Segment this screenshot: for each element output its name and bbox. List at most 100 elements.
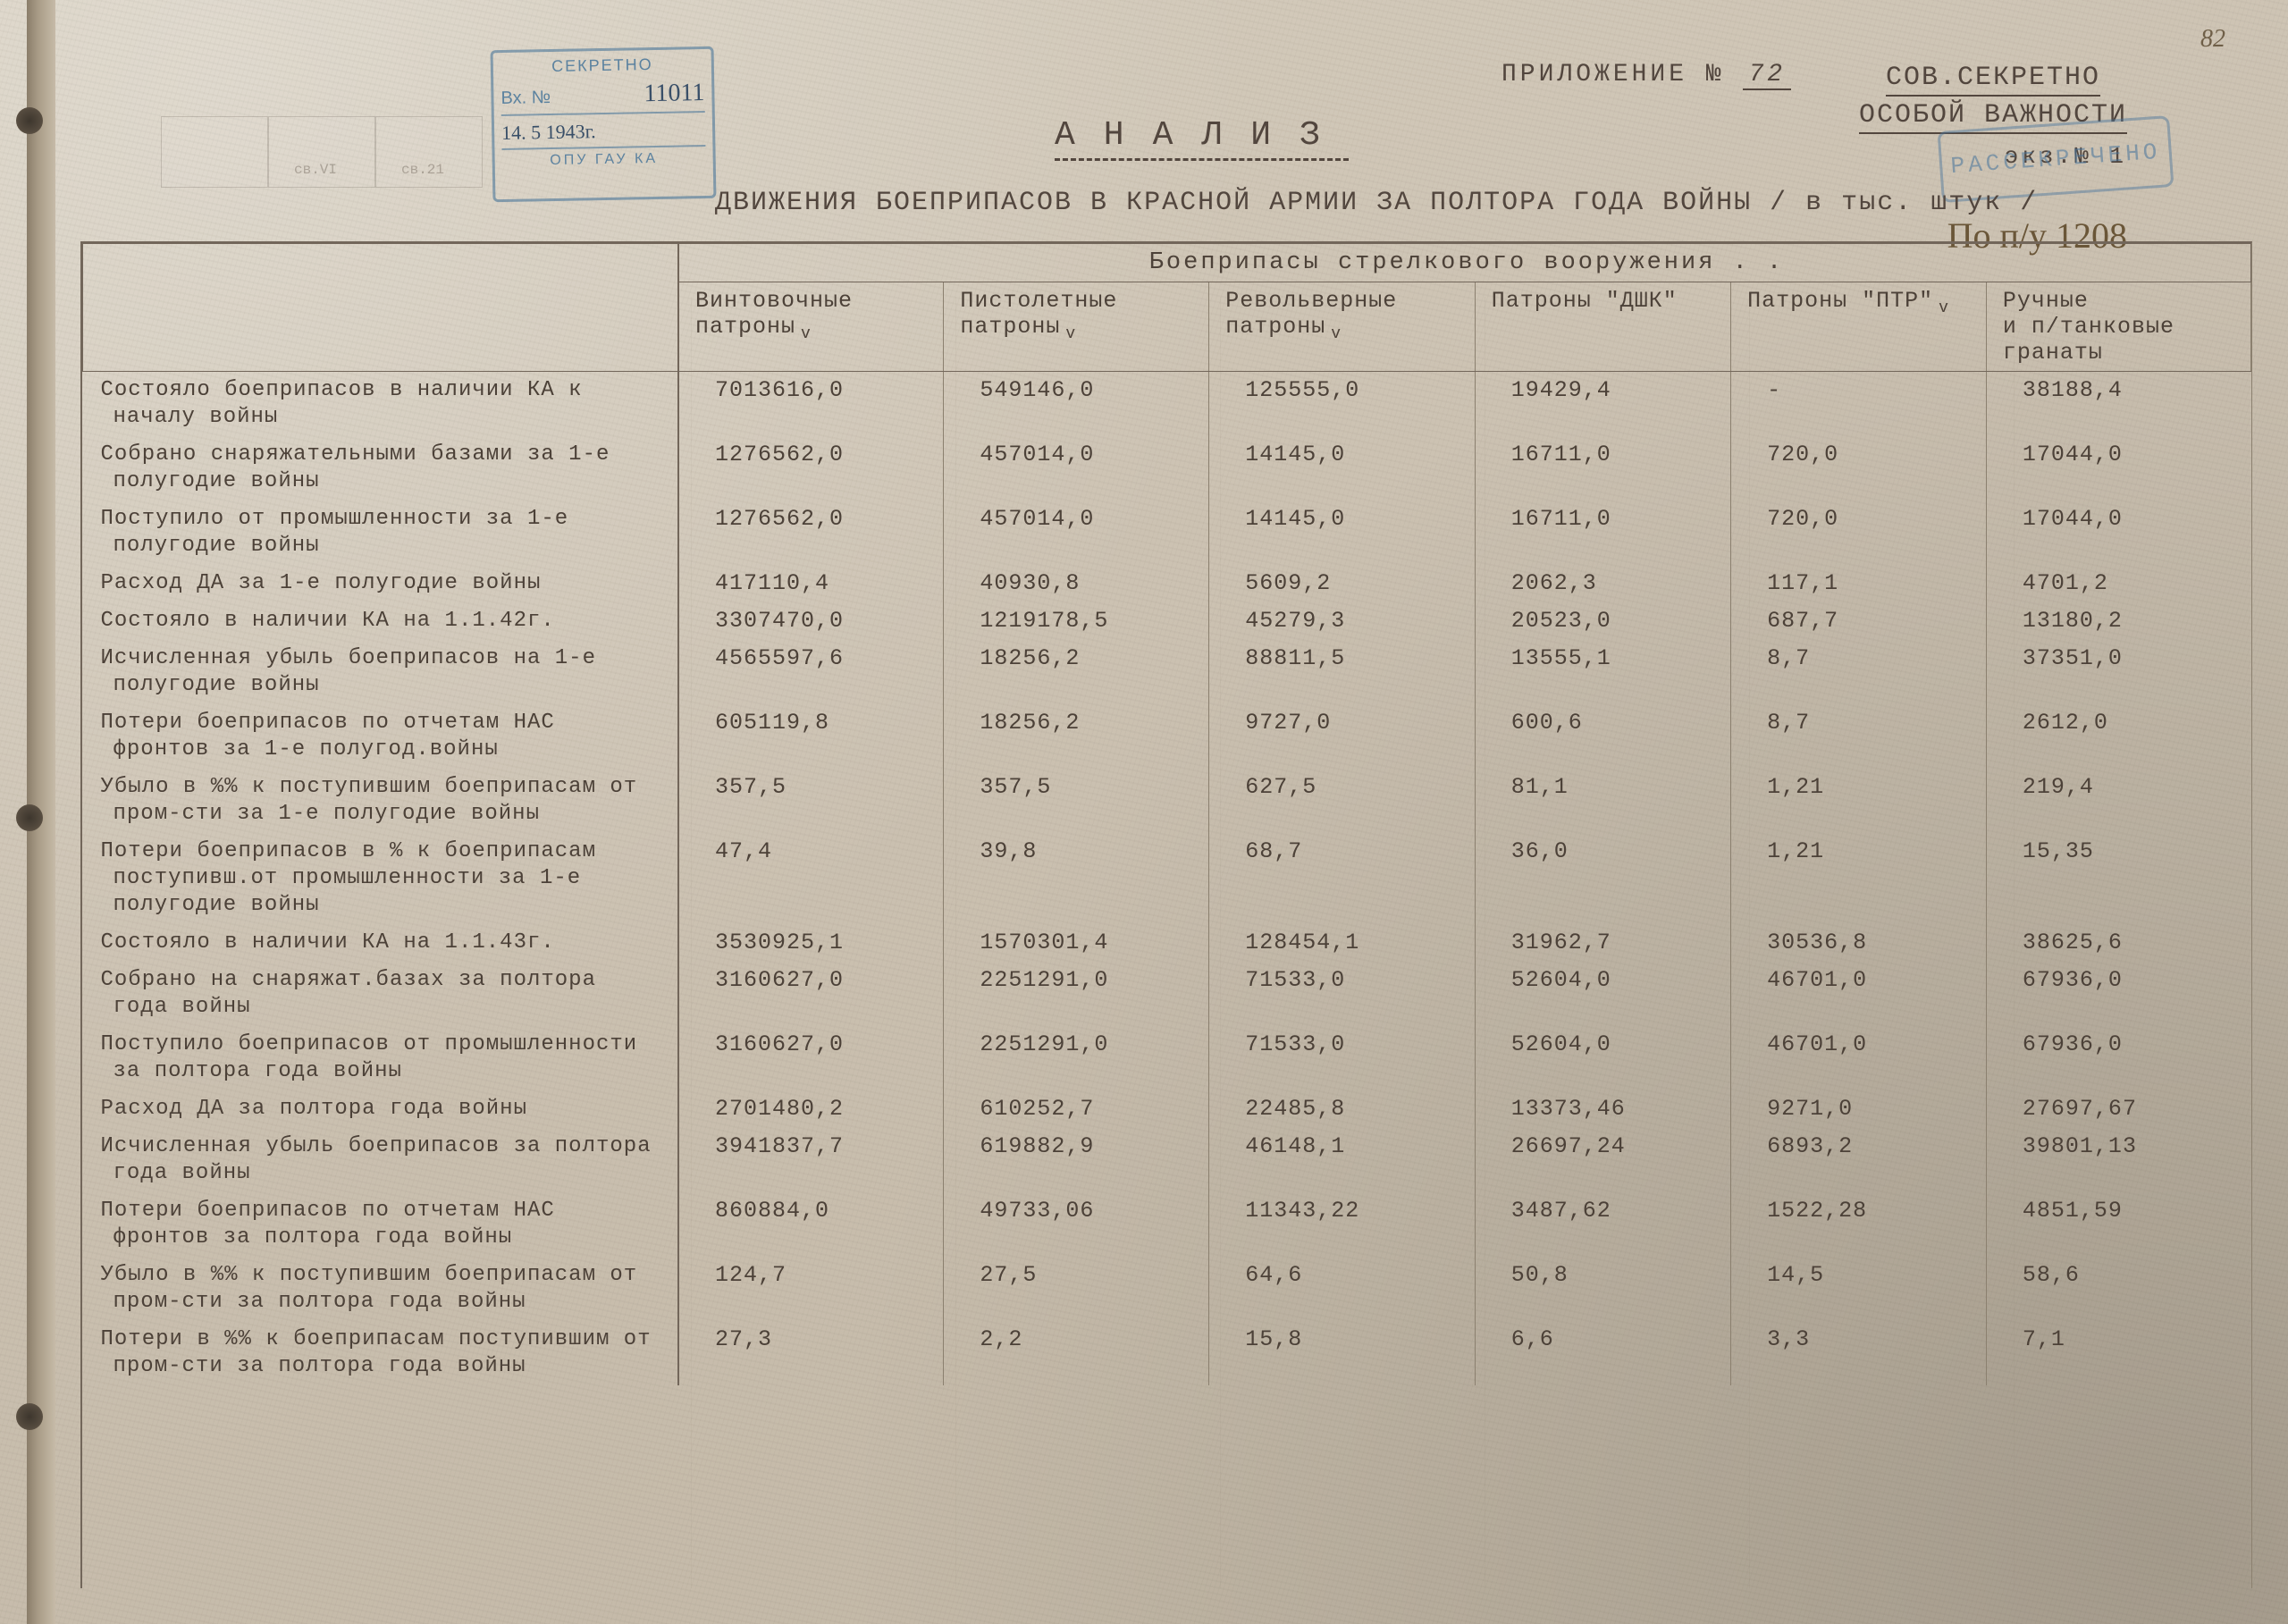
check-mark-icon: v [1060,325,1076,343]
classification-line1: СОВ.СЕКРЕТНО [1886,63,2100,97]
data-cell: 4565597,6 [678,640,944,704]
data-cell: 39801,13 [1986,1128,2250,1192]
data-cell: 124,7 [678,1257,944,1321]
data-cell: 45279,3 [1209,602,1475,640]
data-cell: 600,6 [1475,704,1730,769]
document-title: АНАЛИЗ [1055,116,1349,161]
check-mark-icon: v [795,325,812,343]
data-cell: 3941837,7 [678,1128,944,1192]
attachment-number: 72 [1743,61,1791,90]
column-header: Патроны "ДШК" [1475,282,1730,372]
data-cell: 457014,0 [944,436,1209,501]
data-cell: 5609,2 [1209,565,1475,602]
data-cell: 8,7 [1731,704,1987,769]
data-cell: 22485,8 [1209,1090,1475,1128]
data-cell: 860884,0 [678,1192,944,1257]
data-cell: 27,5 [944,1257,1209,1321]
row-label: Собрано снаряжательными базами за 1-е по… [83,436,678,501]
table-row: Поступило от промышленности за 1-е полуг… [83,501,2251,565]
data-cell: 125555,0 [1209,372,1475,437]
data-cell: 31962,7 [1475,924,1730,962]
data-cell: 27697,67 [1986,1090,2250,1128]
table-row: Собрано снаряжательными базами за 1-е по… [83,436,2251,501]
data-cell: 1276562,0 [678,501,944,565]
data-cell: 357,5 [944,769,1209,833]
row-label: Убыло в %% к поступившим боеприпасам от … [83,1257,678,1321]
data-cell: 117,1 [1731,565,1987,602]
data-cell: 46701,0 [1731,1026,1987,1090]
table-row: Расход ДА за 1-е полугодие войны417110,4… [83,565,2251,602]
data-cell: 39,8 [944,833,1209,924]
column-group-header: Боеприпасы стрелкового вооружения . . [678,244,2251,282]
data-cell: 19429,4 [1475,372,1730,437]
data-cell: 219,4 [1986,769,2250,833]
data-table-wrap: Боеприпасы стрелкового вооружения . . Ви… [80,241,2252,1588]
incoming-stamp: СЕКРЕТНО Вх. № 11011 14. 5 1943г. ОПУ ГА… [491,46,717,202]
stamp-secret-label: СЕКРЕТНО [500,55,704,77]
data-cell: 88811,5 [1209,640,1475,704]
data-cell: 52604,0 [1475,962,1730,1026]
data-cell: 2701480,2 [678,1090,944,1128]
data-cell: 27,3 [678,1321,944,1385]
table-row: Убыло в %% к поступившим боеприпасам от … [83,1257,2251,1321]
data-cell: 14145,0 [1209,436,1475,501]
data-cell: 81,1 [1475,769,1730,833]
data-cell: 2612,0 [1986,704,2250,769]
row-label: Поступило от промышленности за 1-е полуг… [83,501,678,565]
data-cell: 15,35 [1986,833,2250,924]
data-cell: 16711,0 [1475,501,1730,565]
data-cell: 2,2 [944,1321,1209,1385]
table-row: Расход ДА за полтора года войны2701480,2… [83,1090,2251,1128]
data-cell: 457014,0 [944,501,1209,565]
row-label: Потери боеприпасов в % к боеприпасам пос… [83,833,678,924]
classification-line2: ОСОБОЙ ВАЖНОСТИ [1859,100,2127,134]
data-cell: 68,7 [1209,833,1475,924]
data-cell: 13180,2 [1986,602,2250,640]
data-cell: 687,7 [1731,602,1987,640]
data-cell: 3307470,0 [678,602,944,640]
data-cell: 357,5 [678,769,944,833]
data-cell: 619882,9 [944,1128,1209,1192]
data-cell: 17044,0 [1986,436,2250,501]
data-cell: 549146,0 [944,372,1209,437]
data-cell: 3487,62 [1475,1192,1730,1257]
data-cell: 58,6 [1986,1257,2250,1321]
data-cell: 49733,06 [944,1192,1209,1257]
data-cell: 2062,3 [1475,565,1730,602]
data-cell: 13373,46 [1475,1090,1730,1128]
classification-block: СОВ.СЕКРЕТНО ОСОБОЙ ВАЖНОСТИ [1859,63,2127,134]
row-label: Расход ДА за полтора года войны [83,1090,678,1128]
data-cell: 627,5 [1209,769,1475,833]
data-cell: 67936,0 [1986,1026,2250,1090]
table-row: Состояло в наличии КА на 1.1.42г.3307470… [83,602,2251,640]
row-label: Потери боеприпасов по отчетам НАС фронто… [83,1192,678,1257]
column-header: Пистолетные патроныv [944,282,1209,372]
data-cell: 15,8 [1209,1321,1475,1385]
data-cell: 71533,0 [1209,1026,1475,1090]
data-cell: 3,3 [1731,1321,1987,1385]
data-cell: 40930,8 [944,565,1209,602]
data-cell: 3160627,0 [678,962,944,1026]
stamp-in-number: 11011 [644,79,704,108]
data-cell: 128454,1 [1209,924,1475,962]
table-row: Потери боеприпасов в % к боеприпасам пос… [83,833,2251,924]
data-cell: 6,6 [1475,1321,1730,1385]
data-cell: 17044,0 [1986,501,2250,565]
row-label: Расход ДА за 1-е полугодие войны [83,565,678,602]
table-row: Убыло в %% к поступившим боеприпасам от … [83,769,2251,833]
document-page: 82 св.VI св.21 СЕКРЕТНО Вх. № 11011 14. … [0,0,2288,1624]
stamp-org: ОПУ ГАУ КА [502,150,706,170]
column-header: Револьверные патроныv [1209,282,1475,372]
data-cell: 47,4 [678,833,944,924]
data-cell: 67936,0 [1986,962,2250,1026]
copy-number: экз.№ 1 [2005,143,2127,170]
table-row: Поступило боеприпасов от промышленности … [83,1026,2251,1090]
row-label: Состояло в наличии КА на 1.1.43г. [83,924,678,962]
data-cell: 8,7 [1731,640,1987,704]
data-cell: 7,1 [1986,1321,2250,1385]
table-row: Состояло боеприпасов в наличии КА к нача… [83,372,2251,437]
data-cell: 26697,24 [1475,1128,1730,1192]
data-cell: 52604,0 [1475,1026,1730,1090]
row-label: Потери боеприпасов по отчетам НАС фронто… [83,704,678,769]
attachment-label: ПРИЛОЖЕНИЕ № 72 [1502,61,1791,88]
